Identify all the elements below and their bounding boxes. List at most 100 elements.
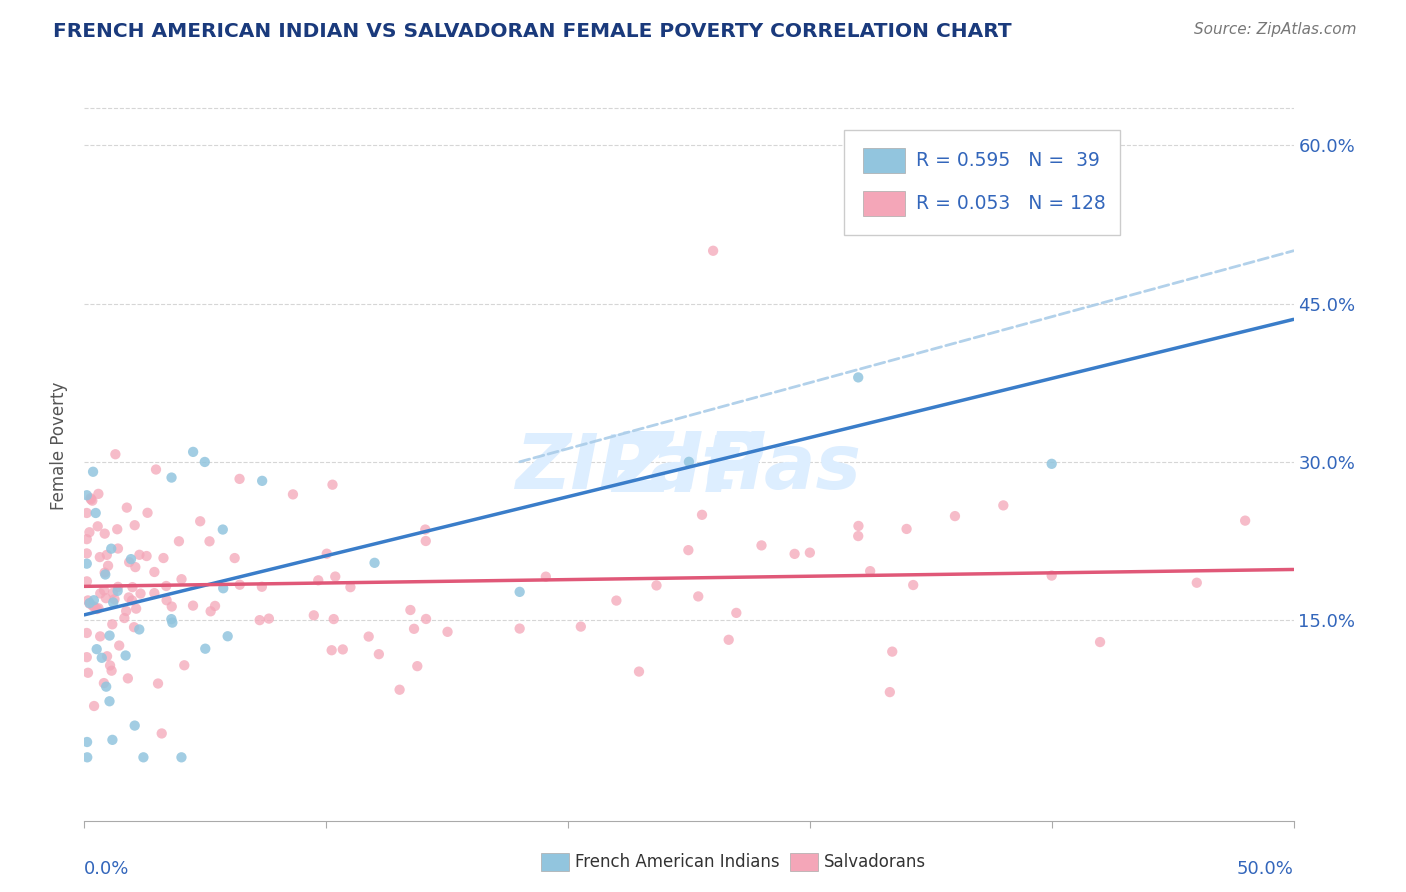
Point [79, 491, 101, 506]
Point [84, 506, 107, 520]
Point [96, 680, 118, 694]
Point [76, 546, 98, 560]
Point [388, 682, 411, 697]
Point [114, 648, 136, 663]
Point [143, 565, 166, 579]
Point [93, 566, 115, 580]
Point [751, 538, 773, 552]
Point [415, 612, 437, 626]
Point [678, 543, 700, 558]
Point [200, 604, 222, 618]
Point [194, 455, 217, 469]
Point [509, 585, 531, 599]
Point [83, 698, 105, 713]
Point [415, 533, 437, 548]
Point [645, 578, 668, 592]
Point [124, 718, 146, 732]
Text: R = 0.053   N = 128: R = 0.053 N = 128 [917, 194, 1105, 213]
Point [103, 592, 125, 607]
Text: Salvadorans: Salvadorans [824, 853, 927, 871]
Text: ZIP: ZIP [613, 428, 765, 509]
Point [224, 551, 246, 566]
Point [98, 694, 121, 708]
Point [125, 601, 148, 615]
Point [132, 750, 155, 764]
Point [783, 547, 806, 561]
Point [188, 514, 211, 528]
Point [406, 659, 429, 673]
Point [281, 487, 304, 501]
Point [115, 500, 138, 515]
Point [879, 685, 901, 699]
Point [160, 599, 183, 614]
Point [145, 462, 167, 476]
Point [86, 602, 108, 616]
Point [160, 612, 183, 626]
Point [363, 556, 385, 570]
Point [413, 523, 436, 537]
Y-axis label: Female Poverty: Female Poverty [51, 382, 69, 510]
Point [896, 522, 918, 536]
Point [93, 676, 115, 690]
Point [1040, 568, 1063, 582]
Point [82, 465, 104, 479]
Point [76, 574, 98, 589]
Point [101, 617, 124, 632]
Point [118, 555, 141, 569]
Point [77, 593, 100, 607]
Point [678, 455, 700, 469]
Point [89, 550, 111, 565]
Point [155, 593, 177, 607]
Point [1234, 514, 1257, 528]
Point [688, 590, 710, 604]
Point [112, 611, 135, 625]
Point [90, 650, 112, 665]
Point [94, 591, 117, 606]
Point [93, 526, 115, 541]
Point [79, 597, 101, 611]
Point [315, 547, 337, 561]
Point [702, 244, 724, 258]
Point [228, 472, 250, 486]
Point [173, 658, 195, 673]
Point [1088, 635, 1111, 649]
Point [1185, 575, 1208, 590]
Point [339, 580, 361, 594]
Point [128, 623, 150, 637]
Point [94, 567, 117, 582]
Point [627, 665, 650, 679]
Point [155, 579, 177, 593]
Point [118, 591, 141, 605]
Point [87, 487, 110, 501]
Point [121, 580, 143, 594]
Point [100, 541, 122, 556]
Point [690, 508, 713, 522]
Point [77, 665, 100, 680]
Point [170, 750, 193, 764]
Point [107, 580, 129, 594]
Point [725, 606, 748, 620]
Point [903, 578, 925, 592]
Point [122, 620, 145, 634]
Point [76, 506, 98, 520]
Point [87, 601, 110, 615]
Point [322, 612, 344, 626]
Point [170, 572, 193, 586]
Point [76, 557, 98, 571]
Point [79, 596, 101, 610]
Point [101, 586, 124, 600]
Point [534, 569, 557, 583]
Point [83, 593, 105, 607]
Point [198, 534, 221, 549]
Point [943, 509, 966, 524]
Point [357, 630, 380, 644]
Point [107, 583, 129, 598]
Point [249, 613, 271, 627]
Point [76, 532, 98, 546]
Point [167, 534, 190, 549]
Point [605, 593, 627, 607]
Point [97, 558, 120, 573]
Point [846, 370, 869, 384]
Point [717, 632, 740, 647]
Point [136, 506, 159, 520]
